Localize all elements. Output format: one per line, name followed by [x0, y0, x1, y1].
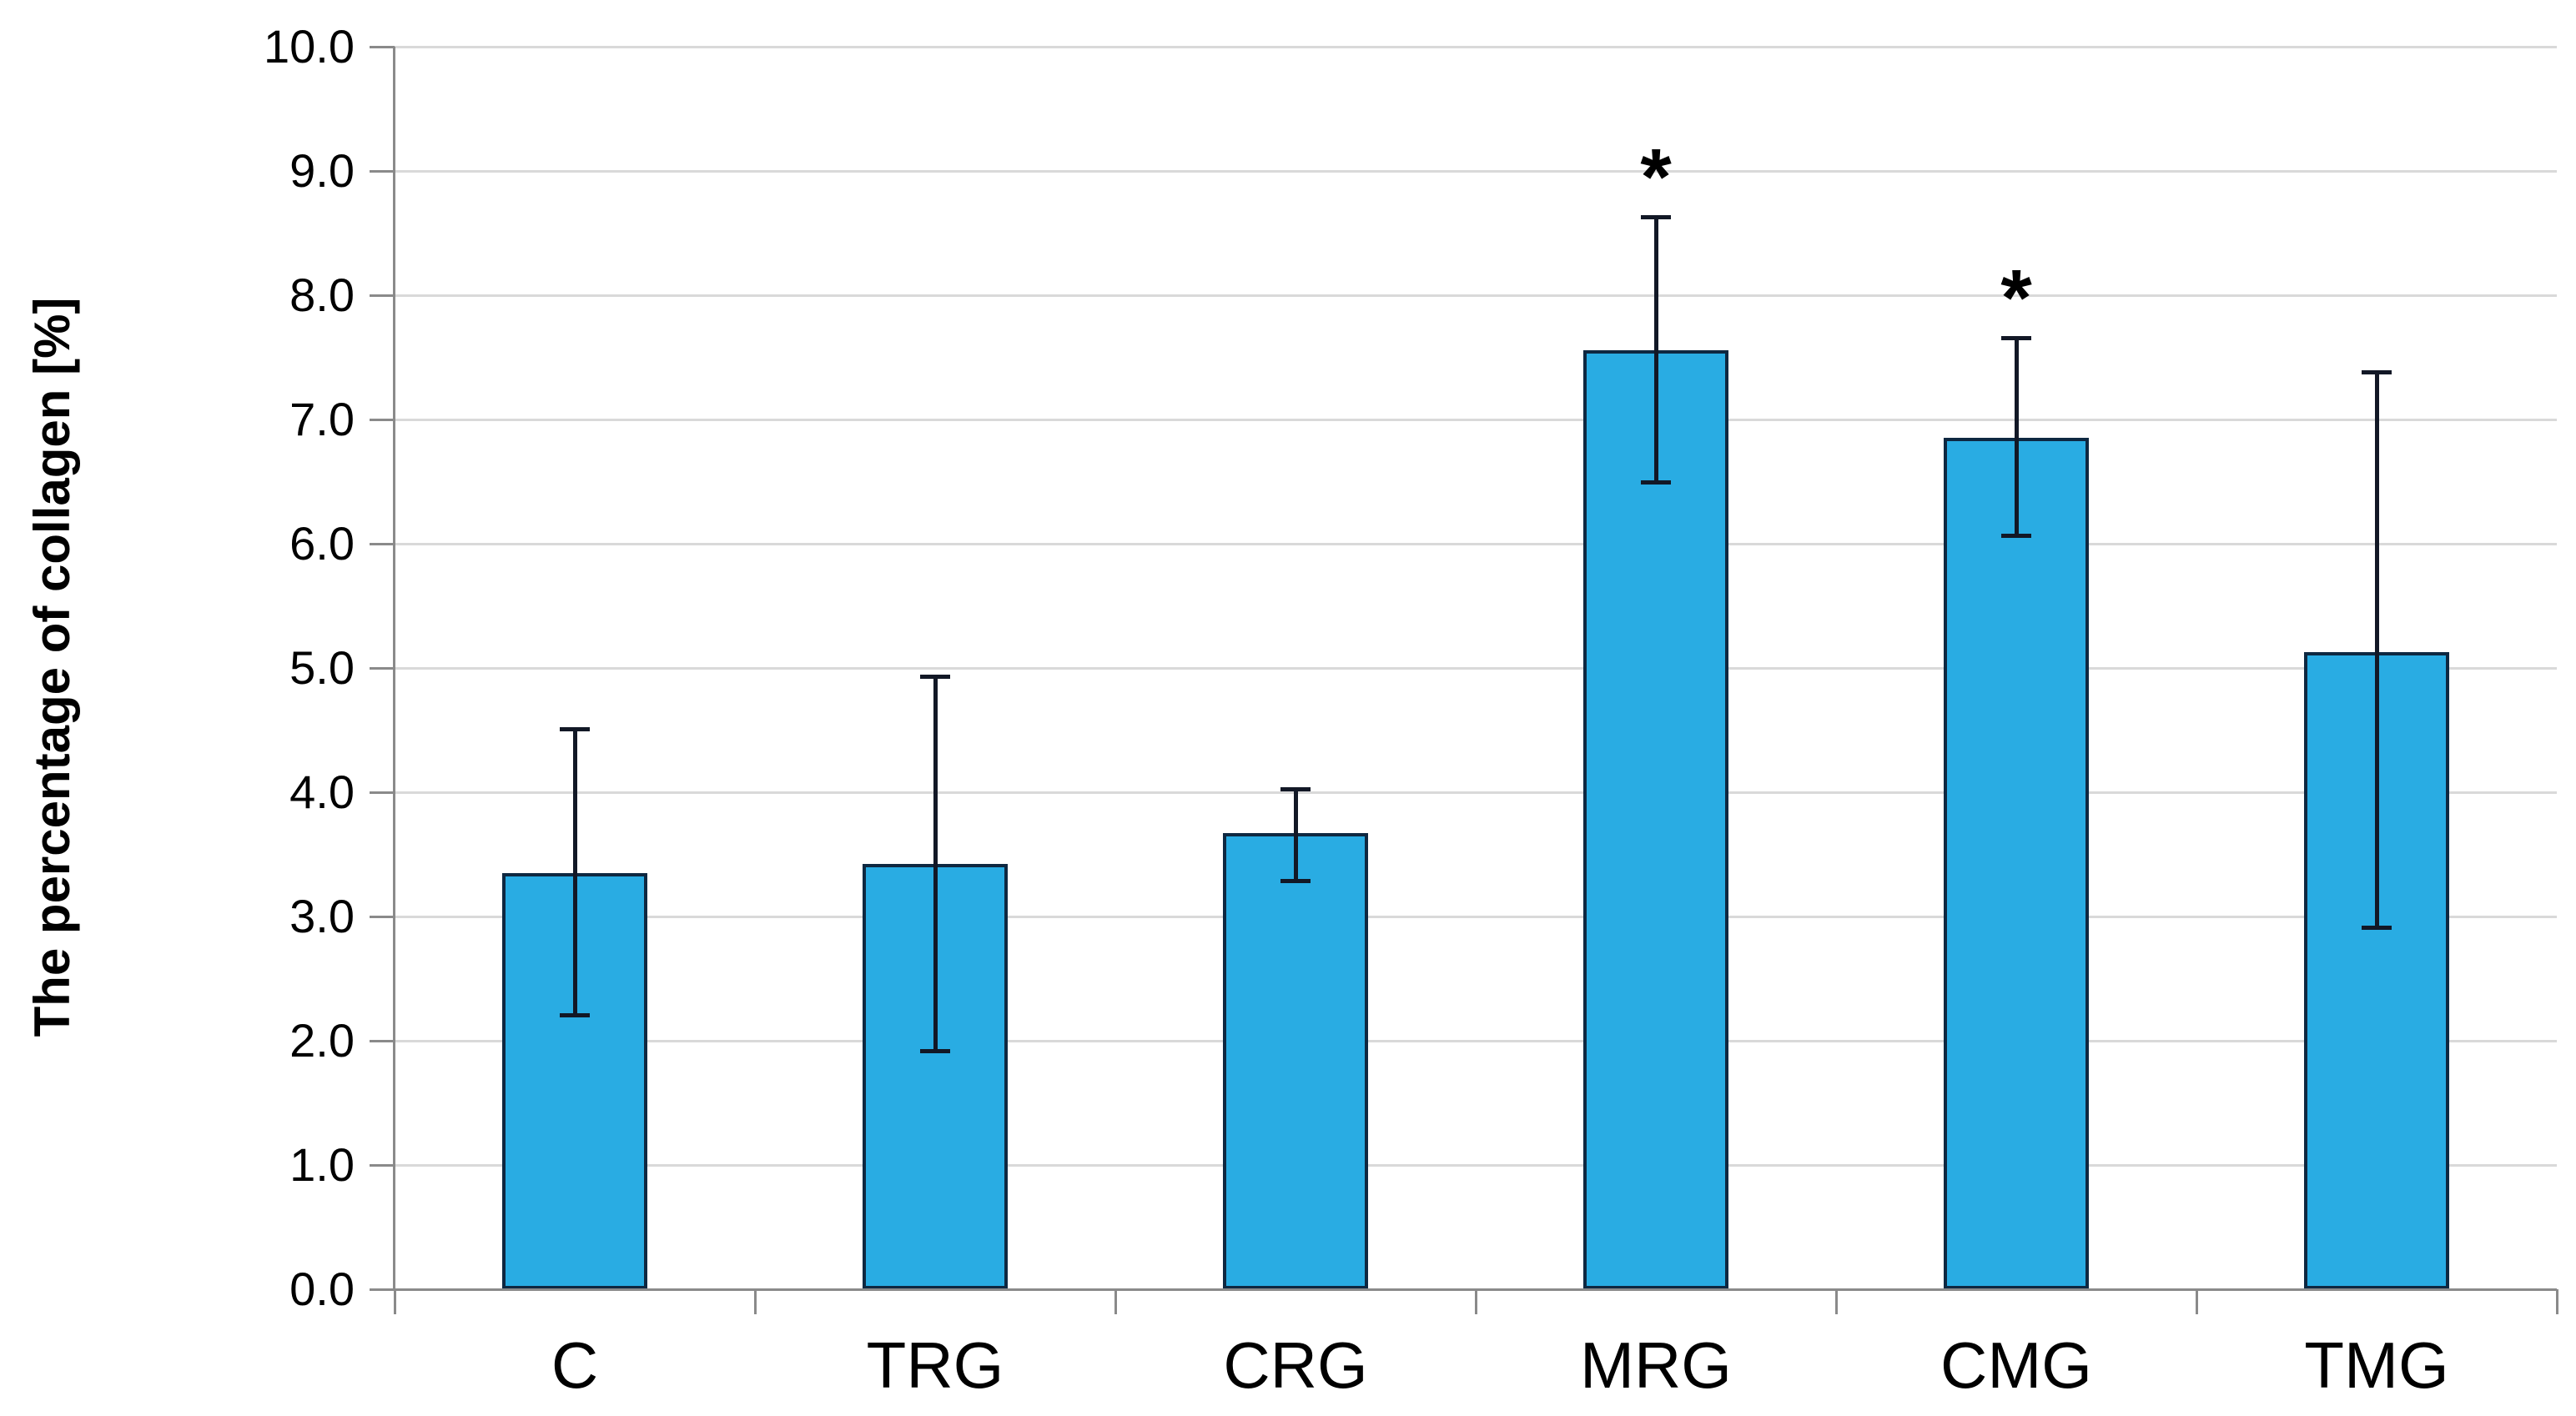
y-tick-label: 6.0: [289, 517, 355, 570]
x-tick: [1835, 1289, 1838, 1314]
x-category-label-CMG: CMG: [1940, 1328, 2092, 1402]
y-tick: [370, 791, 395, 794]
y-tick-label: 5.0: [289, 641, 355, 694]
error-bar-cap-top-TMG: [2362, 370, 2392, 375]
y-tick-label: 1.0: [289, 1138, 355, 1191]
x-category-label-CRG: CRG: [1223, 1328, 1368, 1402]
error-bar-line-TMG: [2375, 372, 2379, 928]
y-tick-label: 2.0: [289, 1014, 355, 1067]
y-tick-label: 9.0: [289, 144, 355, 197]
error-bar-cap-bottom-TRG: [920, 1048, 950, 1053]
x-category-label-TMG: TMG: [2304, 1328, 2449, 1402]
y-tick-label: 0.0: [289, 1263, 355, 1315]
significance-asterisk-CMG: *: [2000, 253, 2032, 343]
error-bar-cap-top-CRG: [1280, 786, 1311, 791]
y-tick: [370, 667, 395, 670]
bar-CRG: [1223, 833, 1368, 1289]
error-bar-cap-top-C: [560, 727, 590, 731]
error-bar-line-TRG: [933, 676, 938, 1051]
x-tick: [394, 1289, 396, 1314]
error-bar-cap-top-MRG: [1641, 215, 1671, 220]
x-category-label-TRG: TRG: [866, 1328, 1004, 1402]
gridline: [395, 170, 2557, 173]
gridline: [395, 419, 2557, 421]
x-tick: [2196, 1289, 2198, 1314]
gridline: [395, 543, 2557, 545]
x-axis-line: [370, 1288, 2557, 1291]
y-tick-label: 10.0: [264, 20, 355, 73]
bar-CMG: [1944, 438, 2089, 1289]
bar-MRG: [1583, 349, 1728, 1289]
significance-asterisk-MRG: *: [1640, 133, 1672, 223]
gridline: [395, 791, 2557, 794]
error-bar-cap-bottom-MRG: [1641, 480, 1671, 485]
y-tick: [370, 543, 395, 545]
y-axis-title: The percentage of collagen [%]: [24, 297, 80, 1037]
error-bar-cap-bottom-C: [560, 1012, 590, 1017]
gridline: [395, 916, 2557, 918]
y-tick: [370, 1164, 395, 1167]
error-bar-cap-bottom-CRG: [1280, 878, 1311, 883]
x-tick: [754, 1289, 757, 1314]
error-bar-cap-bottom-TMG: [2362, 926, 2392, 931]
error-bar-cap-bottom-CMG: [2001, 533, 2031, 538]
y-tick-label: 4.0: [289, 766, 355, 818]
gridline: [395, 1040, 2557, 1042]
x-category-label-C: C: [551, 1328, 599, 1402]
gridline: [395, 1164, 2557, 1167]
y-tick: [370, 916, 395, 918]
error-bar-line-CMG: [2015, 337, 2019, 535]
x-tick: [1114, 1289, 1117, 1314]
error-bar-line-MRG: [1654, 217, 1658, 482]
y-tick: [370, 46, 395, 48]
error-bar-cap-top-TRG: [920, 675, 950, 680]
error-bar-line-C: [573, 729, 577, 1015]
error-bar-cap-top-CMG: [2001, 335, 2031, 340]
y-tick-label: 7.0: [289, 393, 355, 445]
y-tick-label: 8.0: [289, 269, 355, 321]
error-bar-line-CRG: [1294, 788, 1298, 881]
gridline: [395, 294, 2557, 297]
gridline: [395, 667, 2557, 670]
x-category-label-MRG: MRG: [1580, 1328, 1732, 1402]
x-tick: [1475, 1289, 1477, 1314]
y-tick: [370, 1288, 395, 1291]
y-tick: [370, 419, 395, 421]
y-tick-label: 3.0: [289, 890, 355, 942]
gridline: [395, 46, 2557, 48]
y-tick: [370, 170, 395, 173]
y-tick: [370, 1040, 395, 1042]
y-tick: [370, 294, 395, 297]
x-tick: [2556, 1289, 2558, 1314]
